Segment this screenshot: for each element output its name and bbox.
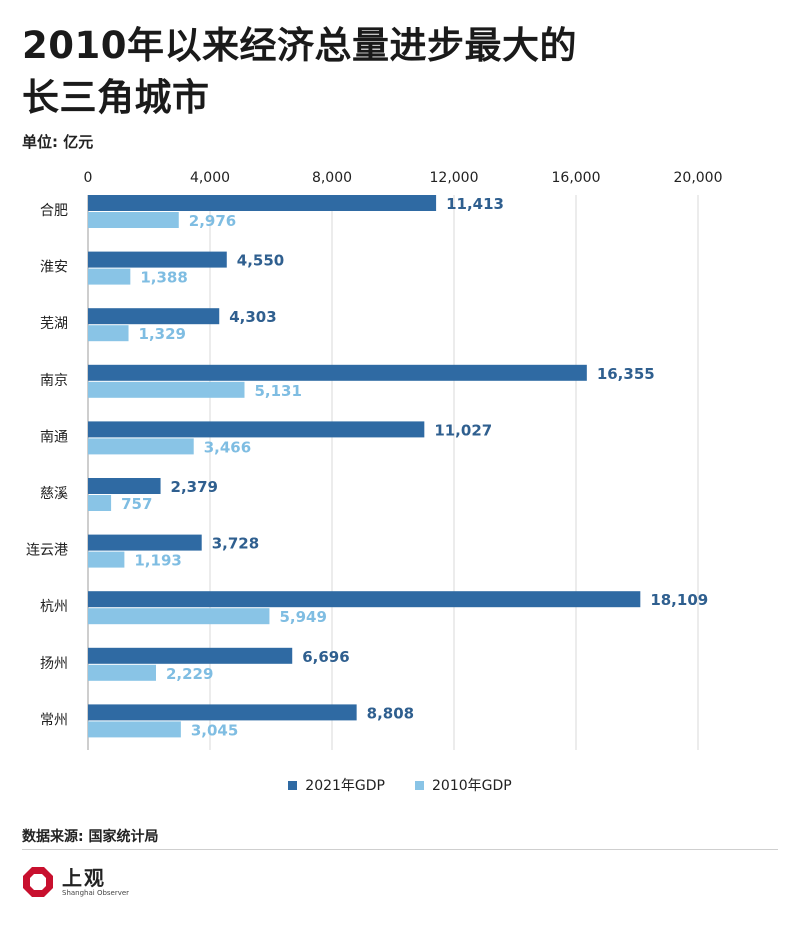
bar	[88, 364, 587, 381]
category-label: 南通	[40, 429, 68, 445]
data-label: 3,466	[204, 438, 251, 456]
data-label: 2,976	[189, 212, 236, 230]
bar	[88, 421, 425, 438]
data-label: 8,808	[367, 704, 414, 722]
bar	[88, 381, 245, 398]
bar	[88, 195, 437, 211]
bar	[88, 551, 125, 568]
title-line-1: 2010年以来经济总量进步最大的	[22, 24, 577, 67]
x-tick-label: 4,000	[190, 170, 230, 186]
x-tick-label: 0	[84, 170, 93, 186]
footer-divider	[22, 849, 778, 850]
category-label: 常州	[40, 712, 68, 728]
category-label: 芜湖	[40, 315, 68, 332]
bar	[88, 268, 131, 285]
data-label: 2,379	[171, 478, 218, 496]
category-label: 慈溪	[40, 486, 68, 502]
shanghai-observer-logo: 上观 Shanghai Observer	[22, 866, 129, 898]
data-label: 757	[121, 495, 152, 513]
bar	[88, 438, 194, 455]
unit-label: 单位: 亿元	[22, 133, 94, 151]
category-label: 南京	[40, 373, 68, 389]
category-label: 杭州	[40, 599, 68, 615]
bar	[88, 478, 161, 494]
title-line-2: 长三角城市	[22, 76, 210, 119]
logo-text-en: Shanghai Observer	[62, 888, 130, 897]
data-label: 11,027	[434, 421, 492, 439]
bar	[88, 495, 112, 511]
legend-swatch-2010	[415, 780, 424, 790]
bar-chart: 0 4,000 8,000 12,000 16,000 20,000 合肥 11,413 2,9…	[26, 170, 723, 750]
bar	[88, 704, 357, 721]
data-label: 3,728	[212, 535, 259, 553]
data-label: 1,193	[134, 552, 181, 570]
legend-label-2010: 2010年GDP	[432, 778, 512, 794]
data-label: 5,131	[254, 382, 301, 400]
logo-octagon-icon	[23, 867, 53, 897]
chart-title: 2010年以来经济总量进步最大的 长三角城市	[22, 20, 782, 124]
category-label: 扬州	[40, 656, 68, 672]
legend-label-2021: 2021年GDP	[305, 778, 385, 794]
data-label: 16,355	[597, 365, 655, 383]
logo-text-cn: 上观	[62, 865, 106, 890]
x-tick-label: 8,000	[312, 170, 352, 186]
data-label: 1,388	[140, 269, 187, 287]
data-label: 4,303	[229, 308, 276, 326]
bar	[88, 308, 220, 325]
data-label: 5,949	[279, 608, 326, 626]
bar	[88, 647, 293, 664]
legend-item-2010: 2010年GDP	[415, 775, 512, 795]
bar	[88, 325, 129, 342]
bar	[88, 721, 181, 738]
bar	[88, 534, 202, 551]
bar	[88, 251, 227, 268]
data-label: 1,329	[139, 325, 186, 343]
category-label: 连云港	[26, 543, 68, 559]
x-tick-label: 20,000	[674, 170, 723, 186]
legend: 2021年GDP 2010年GDP	[0, 775, 800, 795]
data-label: 3,045	[191, 721, 238, 739]
bar	[88, 212, 179, 228]
bar	[88, 591, 641, 608]
legend-item-2021: 2021年GDP	[288, 775, 385, 795]
bar	[88, 608, 270, 625]
x-tick-label: 16,000	[552, 170, 601, 186]
category-label: 合肥	[40, 203, 68, 219]
data-label: 2,229	[166, 665, 213, 683]
data-label: 18,109	[650, 591, 708, 609]
category-label: 淮安	[40, 260, 68, 276]
data-label: 4,550	[237, 252, 284, 270]
source-note: 数据来源: 国家统计局	[22, 829, 159, 845]
x-tick-label: 12,000	[430, 170, 479, 186]
data-label: 6,696	[302, 648, 349, 666]
data-label: 11,413	[446, 195, 504, 213]
bar	[88, 664, 156, 681]
legend-swatch-2021	[288, 780, 298, 790]
